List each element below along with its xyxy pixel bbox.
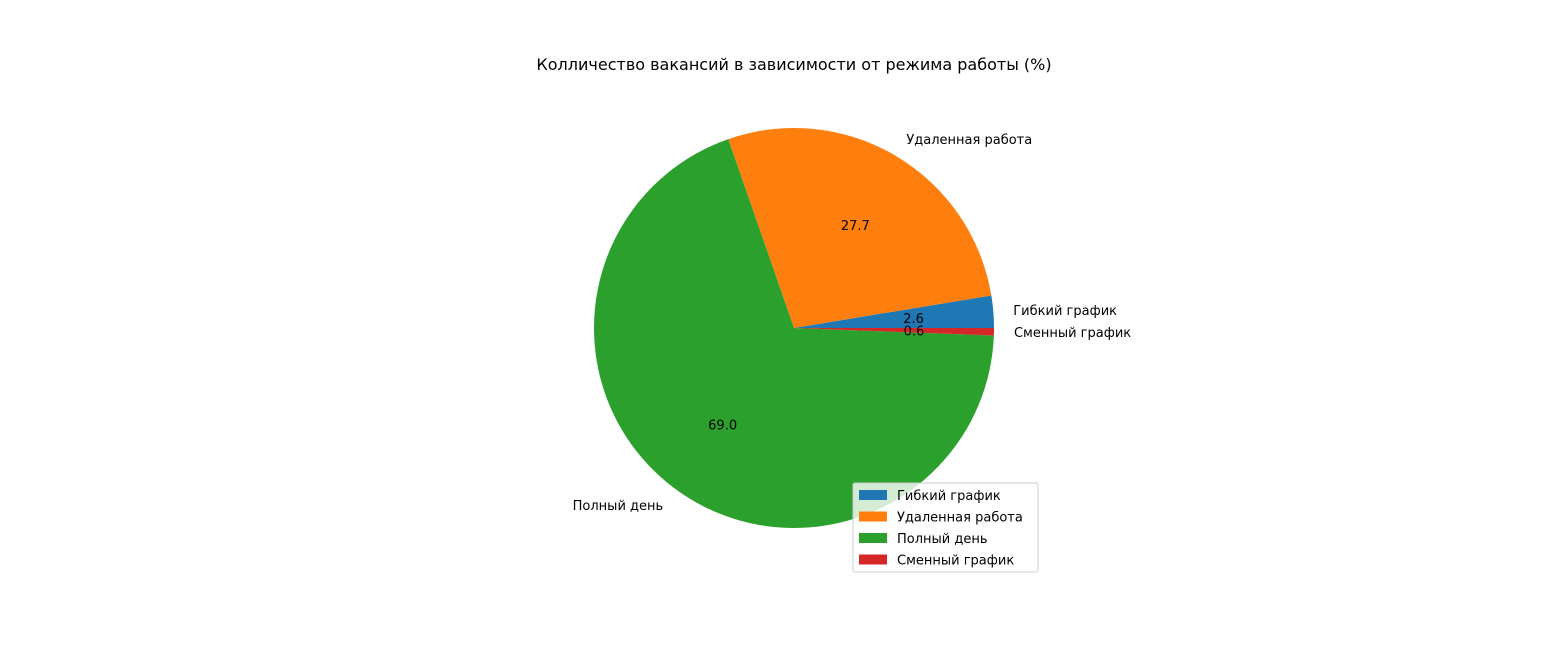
pie-slice-3 [794, 328, 994, 336]
legend-label-0: Гибкий график [897, 489, 1001, 504]
legend-swatch-3 [859, 554, 887, 565]
slice-percent-label-1: 27.7 [841, 219, 870, 234]
legend-swatch-2 [859, 533, 887, 543]
legend-label-2: Полный день [897, 532, 988, 547]
slice-label-0: Гибкий график [1013, 304, 1117, 319]
slice-percent-label-2: 69.0 [708, 418, 737, 433]
slice-percent-label-3: 0.6 [904, 324, 925, 339]
legend-label-3: Сменный график [897, 554, 1014, 569]
legend-swatch-1 [859, 511, 887, 522]
slice-percent-label-0: 2.6 [903, 312, 924, 327]
chart-title: Колличество вакансий в зависимости от ре… [536, 55, 1051, 74]
legend-box [852, 482, 1039, 573]
legend: Гибкий график Удаленная работа Полный день… [852, 482, 1039, 573]
legend-label-1: Удаленная работа [897, 511, 1023, 526]
slices-layer [594, 128, 994, 529]
slice-label-1: Удаленная работа [906, 133, 1032, 148]
pie-slice-2 [594, 139, 994, 529]
slice-label-2: Полный день [573, 499, 664, 514]
pie-slice-0 [794, 295, 994, 328]
legend-swatch-0 [859, 490, 887, 500]
pie-slice-1 [728, 128, 992, 328]
labels-layer: Гибкий график 2.6 Удаленная работа 27.7 Полн… [573, 133, 1132, 514]
slice-label-3: Сменный график [1014, 326, 1131, 341]
